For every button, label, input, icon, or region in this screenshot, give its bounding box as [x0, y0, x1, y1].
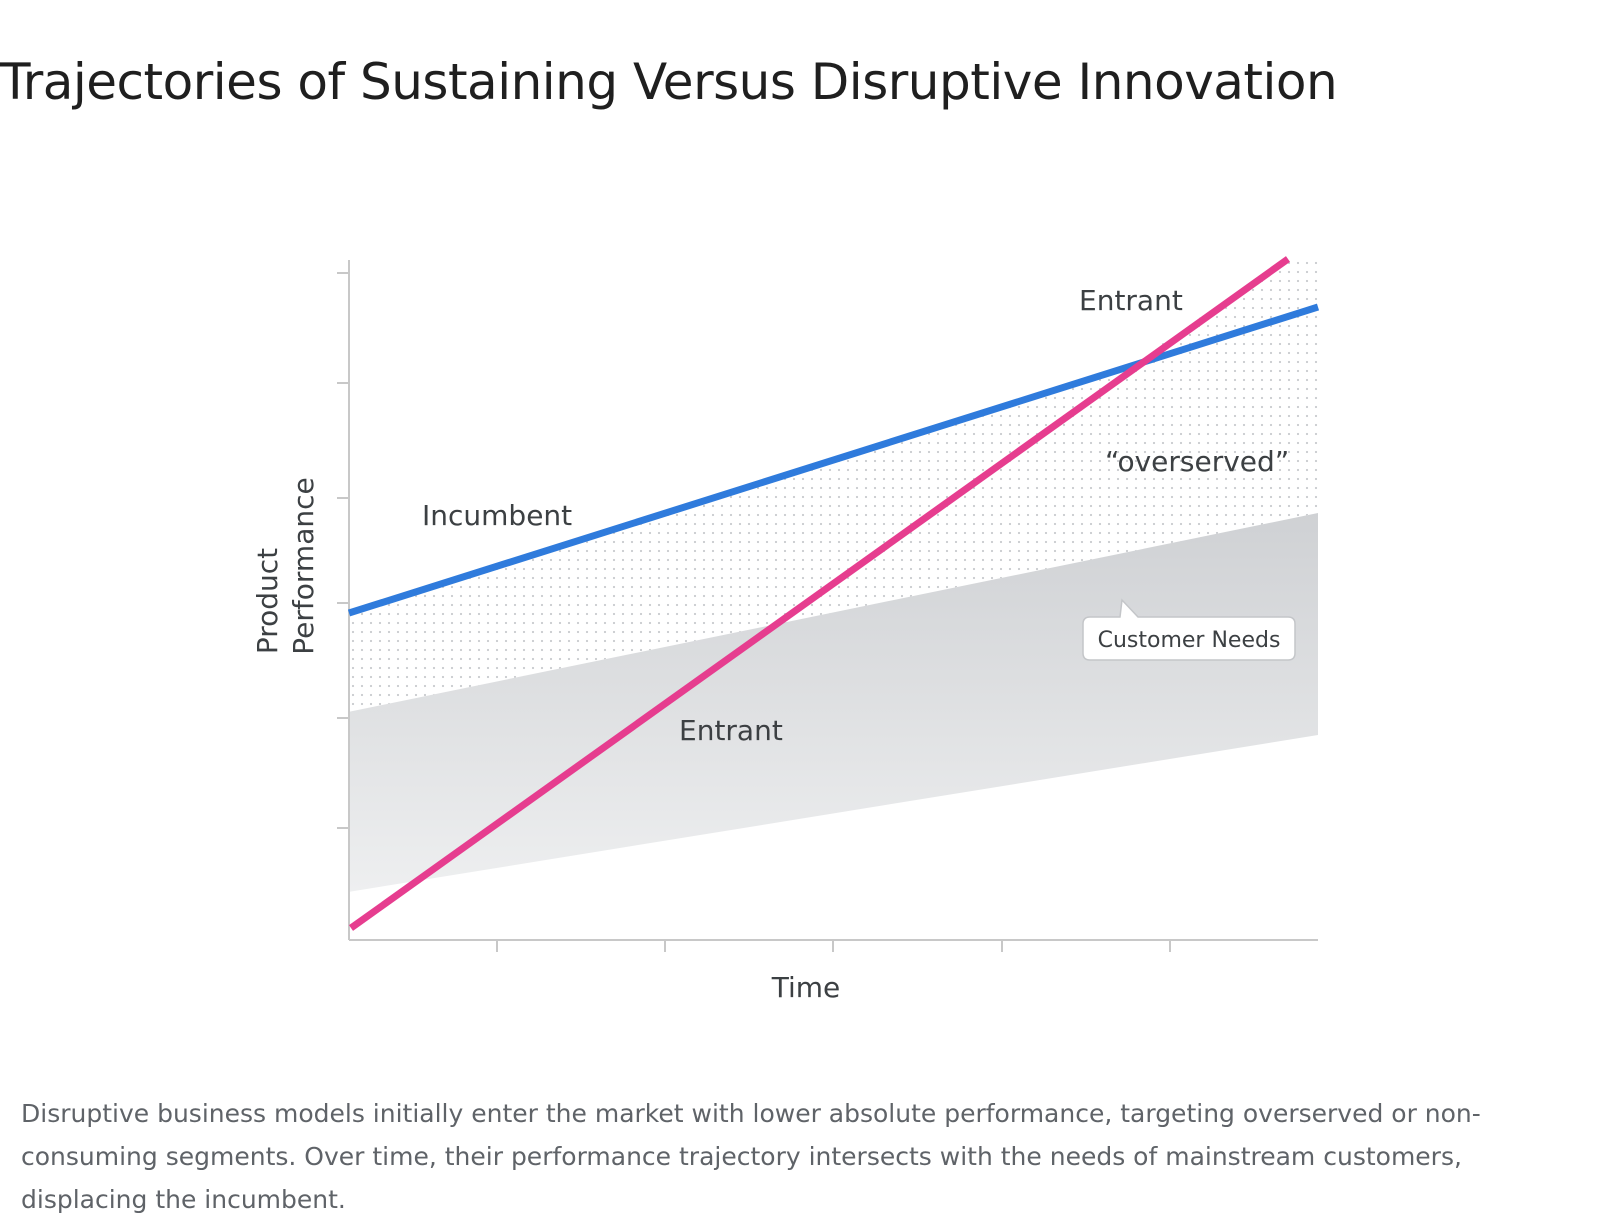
incumbent-line: [347, 303, 1320, 617]
y-axis-label-line2: Performance: [287, 477, 320, 654]
y-axis-label-line1: Product: [251, 548, 284, 654]
customer-needs-label: Customer Needs: [1098, 628, 1281, 653]
caption: Disruptive business models initially ent…: [21, 1099, 1481, 1214]
page-title: Trajectories of Sustaining Versus Disrup…: [0, 53, 1338, 111]
entrant-line: [348, 256, 1291, 931]
incumbent-label: Incumbent: [422, 499, 572, 532]
overserved-region: [348, 258, 1318, 712]
x-axis-label: Time: [771, 971, 841, 1004]
overserved-label: “overserved”: [1105, 445, 1289, 478]
entrant-label-bottom: Entrant: [679, 714, 783, 747]
customer-needs-band: [348, 513, 1318, 892]
y-ticks: [337, 272, 349, 829]
customer-needs-callout: Customer Needs: [1082, 598, 1296, 661]
x-ticks: [496, 940, 1171, 952]
entrant-label-top: Entrant: [1079, 284, 1183, 317]
